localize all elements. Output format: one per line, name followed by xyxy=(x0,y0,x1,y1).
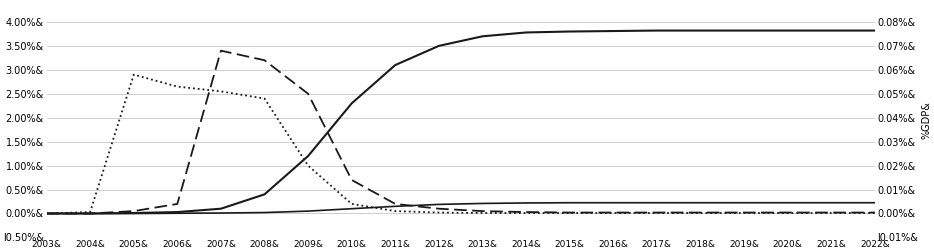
Y-axis label: %GDP&: %GDP& xyxy=(921,101,931,139)
